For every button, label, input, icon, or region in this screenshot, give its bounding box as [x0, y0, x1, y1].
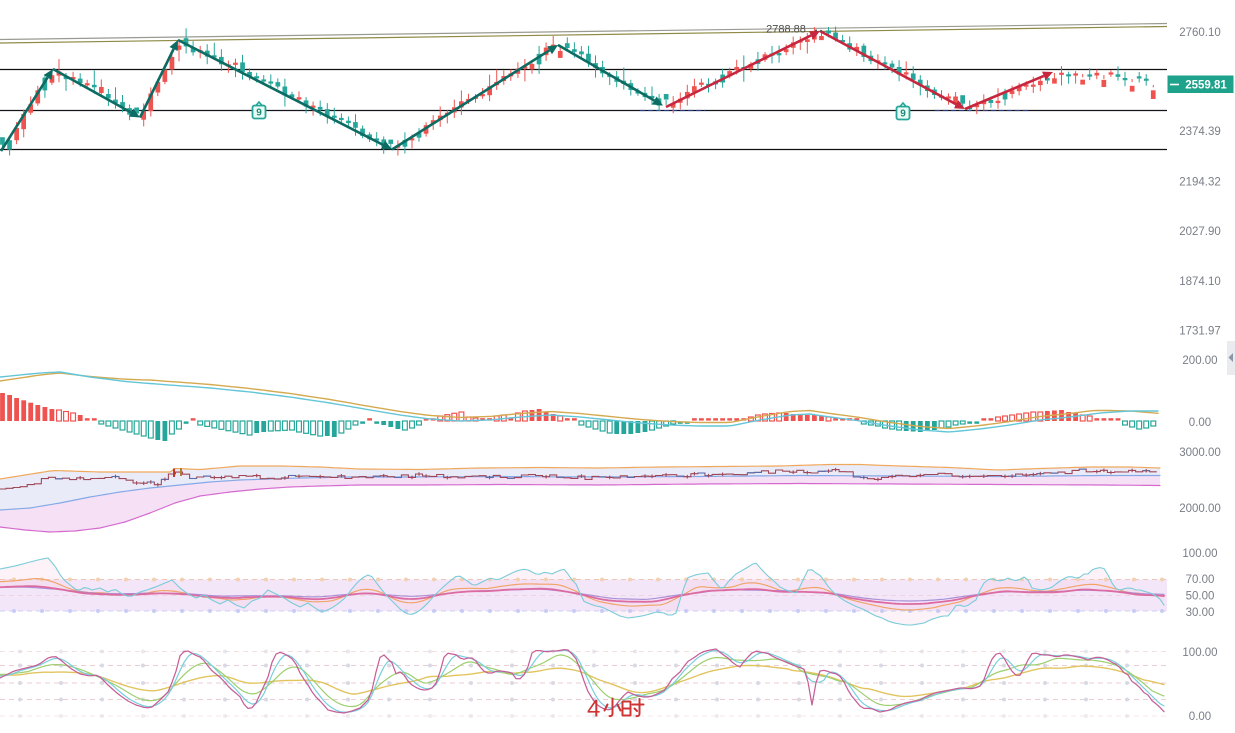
svg-text:9: 9	[256, 108, 262, 119]
svg-text:100.00: 100.00	[1182, 647, 1217, 659]
svg-text:2760.10: 2760.10	[1179, 27, 1221, 39]
svg-text:2000.00: 2000.00	[1179, 503, 1221, 515]
svg-text:3000.00: 3000.00	[1179, 447, 1221, 459]
svg-text:200.00: 200.00	[1182, 355, 1217, 367]
svg-text:1874.10: 1874.10	[1179, 276, 1221, 288]
svg-text:50.00: 50.00	[1186, 591, 1215, 603]
svg-text:2194.32: 2194.32	[1179, 177, 1221, 189]
svg-text:70.00: 70.00	[1186, 574, 1215, 586]
svg-text:30.00: 30.00	[1186, 607, 1215, 619]
svg-text:4: 4	[587, 696, 600, 723]
svg-text:0.00: 0.00	[1189, 711, 1211, 723]
svg-text:0.00: 0.00	[1189, 417, 1211, 429]
svg-text:100.00: 100.00	[1182, 548, 1217, 560]
svg-text:2027.90: 2027.90	[1179, 226, 1221, 238]
svg-text:2374.39: 2374.39	[1179, 126, 1221, 138]
svg-text:2788.88: 2788.88	[766, 24, 806, 36]
svg-text:2559.81: 2559.81	[1185, 80, 1227, 92]
svg-text:1731.97: 1731.97	[1179, 326, 1221, 338]
svg-text:9: 9	[900, 109, 906, 120]
